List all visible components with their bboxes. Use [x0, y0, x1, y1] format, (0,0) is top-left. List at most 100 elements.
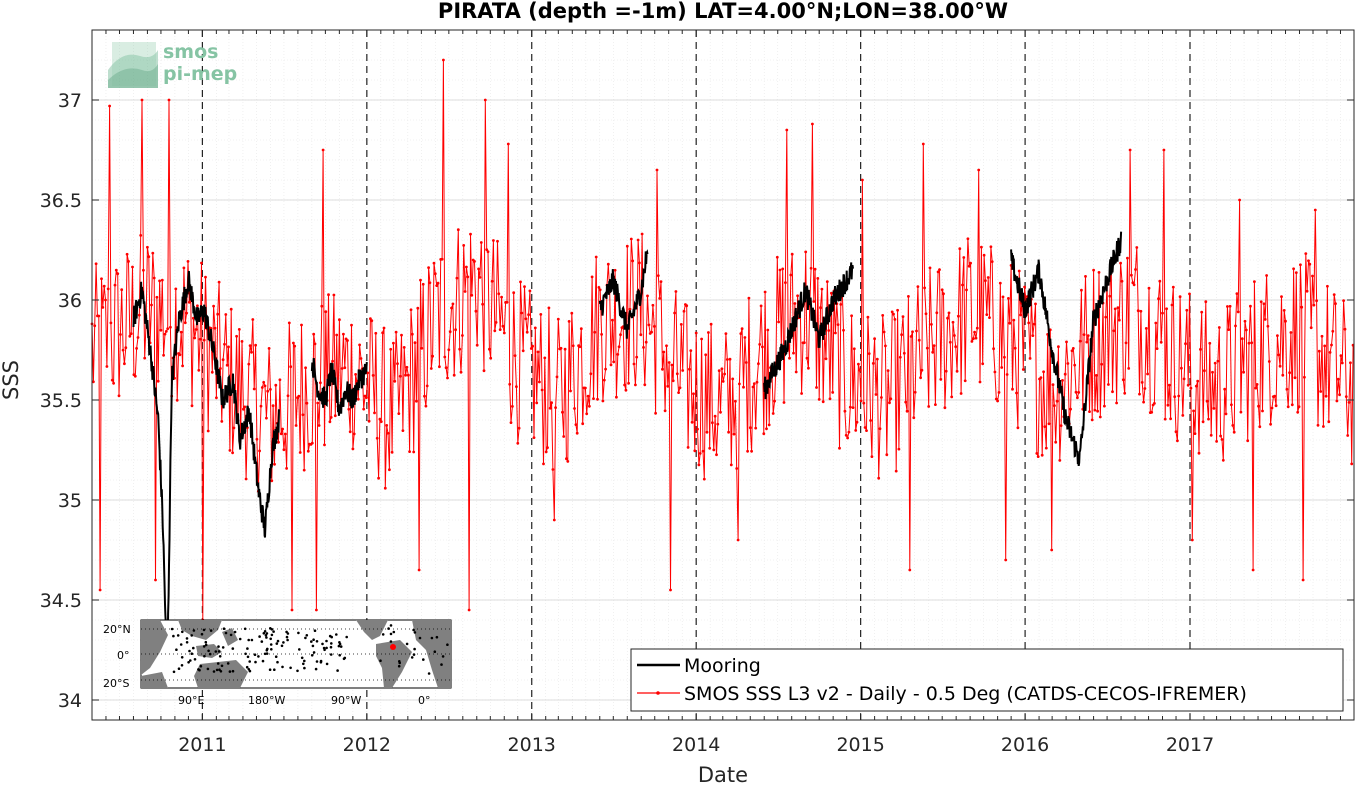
- smos-data-point: [167, 98, 171, 102]
- inset-map-buoy-marker: [338, 653, 342, 657]
- smos-data-point: [220, 420, 224, 423]
- smos-data-point: [1190, 538, 1194, 542]
- smos-data-point: [540, 388, 544, 392]
- smos-data-point: [896, 308, 899, 312]
- smos-data-point: [678, 386, 682, 390]
- smos-data-point: [1277, 353, 1281, 357]
- smos-data-point: [985, 313, 989, 316]
- smos-data-point: [200, 261, 203, 265]
- smos-data-point: [512, 291, 516, 295]
- logo-text-smos: smos: [163, 41, 218, 63]
- smos-data-point: [971, 337, 975, 341]
- smos-data-point: [888, 401, 891, 405]
- smos-data-point: [501, 324, 505, 328]
- smos-data-point: [356, 397, 360, 401]
- smos-data-point: [998, 281, 1002, 285]
- smos-data-point: [661, 367, 664, 371]
- smos-data-point: [763, 290, 767, 294]
- smos-data-point: [406, 373, 410, 377]
- inset-map-buoy-marker: [282, 641, 285, 644]
- smos-data-point: [123, 362, 126, 366]
- smos-data-point: [925, 346, 929, 350]
- smos-data-point: [981, 362, 985, 366]
- smos-data-point: [940, 288, 944, 292]
- smos-data-point: [329, 416, 333, 419]
- smos-data-point: [351, 447, 355, 451]
- smos-data-point: [727, 430, 730, 434]
- inset-map-buoy-marker: [253, 653, 257, 656]
- smos-series-line: [91, 59, 1354, 621]
- smos-data-point: [185, 311, 189, 315]
- smos-data-point: [1227, 328, 1231, 331]
- smos-data-point: [232, 426, 236, 430]
- smos-data-point: [984, 279, 987, 282]
- smos-data-point: [547, 306, 551, 310]
- smos-data-point: [131, 265, 134, 269]
- smos-data-point: [393, 379, 397, 383]
- inset-map-buoy-marker: [231, 669, 235, 673]
- smos-data-point: [313, 342, 317, 346]
- inset-map-buoy-marker: [270, 648, 273, 651]
- smos-data-point: [1071, 347, 1075, 350]
- smos-data-point: [679, 323, 683, 326]
- inset-map-buoy-marker: [215, 668, 219, 672]
- smos-data-point: [1177, 394, 1181, 398]
- smos-data-point: [348, 430, 352, 434]
- smos-data-point: [778, 268, 782, 272]
- smos-data-point: [521, 349, 525, 353]
- inset-map-buoy-marker: [270, 633, 274, 637]
- smos-data-point: [1192, 409, 1195, 413]
- inset-map-buoy-marker: [427, 672, 431, 675]
- smos-data-point: [690, 420, 694, 424]
- smos-data-point: [861, 178, 864, 182]
- smos-data-point: [751, 385, 755, 389]
- smos-data-point: [1340, 361, 1344, 365]
- smos-data-point: [1219, 434, 1222, 438]
- smos-data-point: [169, 325, 172, 329]
- smos-data-point: [982, 253, 986, 257]
- smos-data-point: [1023, 285, 1026, 289]
- smos-data-point: [343, 366, 347, 370]
- smos-data-point: [670, 363, 674, 367]
- smos-data-point: [754, 426, 758, 430]
- mooring-series-line: [132, 270, 280, 682]
- smos-data-point: [1307, 259, 1310, 263]
- x-tick-label: 2011: [178, 734, 226, 756]
- inset-map-buoy-marker: [228, 670, 232, 673]
- smos-data-point: [1094, 374, 1098, 377]
- inset-map-buoy-marker: [214, 650, 218, 653]
- inset-map-buoy-marker: [446, 643, 449, 646]
- smos-data-point: [475, 343, 479, 347]
- inset-map-buoy-marker: [209, 629, 213, 632]
- smos-data-point: [1343, 327, 1347, 331]
- smos-data-point: [181, 364, 185, 368]
- smos-data-point: [1324, 394, 1328, 398]
- smos-data-point: [978, 380, 982, 384]
- smos-data-point: [1286, 405, 1290, 409]
- smos-data-point: [396, 362, 399, 365]
- smos-data-point: [1320, 334, 1324, 338]
- smos-data-point: [898, 355, 902, 359]
- smos-data-point: [878, 427, 882, 431]
- inset-map-buoy-marker: [281, 665, 284, 669]
- smos-data-point: [739, 332, 743, 335]
- smos-data-point: [316, 401, 320, 405]
- smos-data-point: [431, 354, 434, 358]
- smos-data-point: [511, 405, 514, 408]
- smos-data-point: [467, 608, 471, 612]
- smos-data-point: [957, 314, 960, 318]
- smos-data-point: [129, 332, 133, 336]
- mooring-series-line: [310, 357, 368, 416]
- inset-map-buoy-marker: [285, 630, 288, 634]
- smos-data-point: [1070, 349, 1074, 353]
- smos-data-point: [847, 430, 851, 434]
- smos-data-point: [400, 333, 403, 337]
- smos-data-point: [1181, 414, 1185, 417]
- smos-data-point: [128, 334, 132, 338]
- smos-data-point: [947, 311, 951, 315]
- smos-data-point: [1065, 340, 1068, 344]
- smos-data-point: [473, 260, 476, 263]
- smos-data-point: [967, 264, 971, 268]
- smos-data-point: [1157, 297, 1160, 301]
- smos-data-point: [1121, 378, 1125, 382]
